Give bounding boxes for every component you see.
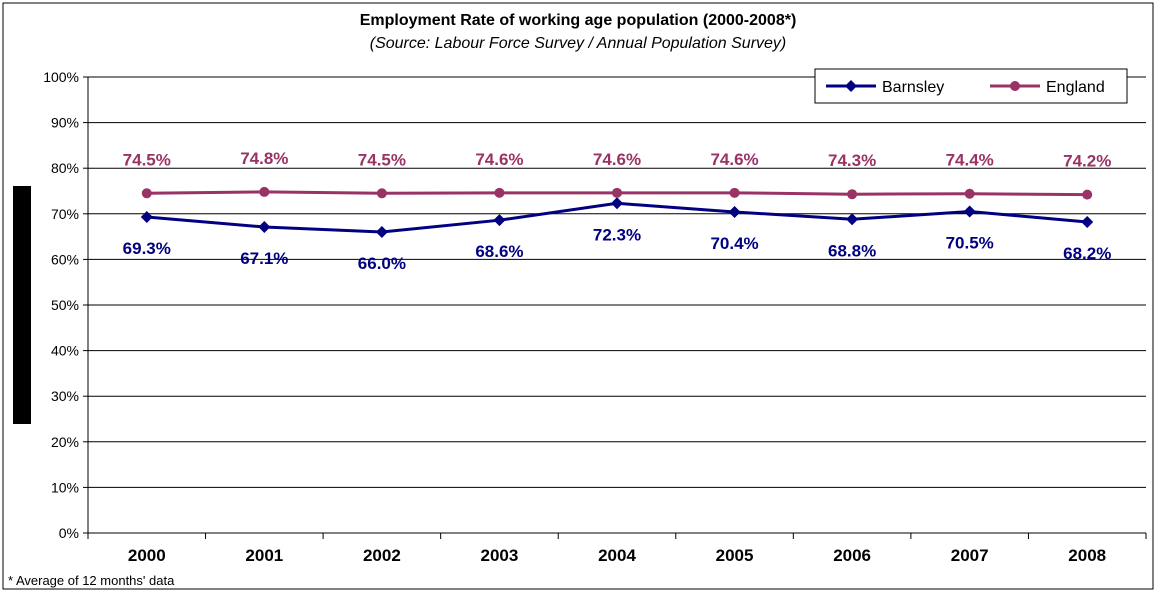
data-label-england: 74.5% [123, 150, 171, 169]
y-tick-label: 70% [51, 206, 79, 222]
data-point-barnsley [728, 205, 741, 218]
data-label-barnsley: 70.5% [946, 234, 994, 253]
data-point-england [612, 187, 622, 198]
data-label-england: 74.3% [828, 151, 876, 170]
legend-label-england: England [1046, 79, 1105, 96]
data-point-england [729, 187, 740, 198]
y-tick-label: 90% [51, 115, 79, 131]
data-label-barnsley: 67.1% [240, 249, 288, 268]
data-label-barnsley: 68.8% [828, 241, 876, 260]
data-point-barnsley [846, 213, 859, 226]
y-tick-label: 20% [51, 434, 79, 450]
y-tick-label: 50% [51, 297, 79, 313]
data-point-barnsley [258, 221, 271, 234]
data-point-barnsley [493, 214, 506, 227]
data-label-barnsley: 68.6% [475, 242, 523, 261]
x-tick-label: 2004 [598, 546, 636, 565]
gridlines [87, 76, 1146, 534]
data-label-barnsley: 70.4% [710, 234, 758, 253]
y-tick-label: 100% [43, 69, 79, 85]
data-label-england: 74.4% [946, 151, 994, 170]
data-point-england [964, 188, 975, 199]
data-point-barnsley [963, 205, 976, 218]
legend-label-barnsley: Barnsley [882, 79, 944, 96]
legend: Barnsley England [814, 68, 1128, 104]
series [140, 186, 1094, 239]
data-point-england [376, 188, 387, 199]
y-tick-label: 10% [51, 479, 79, 495]
y-tick-label: 60% [51, 251, 79, 267]
data-label-england: 74.5% [358, 150, 406, 169]
chart-subtitle: (Source: Labour Force Survey / Annual Po… [370, 35, 787, 52]
data-label-england: 74.6% [475, 150, 523, 169]
data-label-england: 74.8% [240, 149, 288, 168]
y-tick-label: 30% [51, 388, 79, 404]
y-axis-ticks: 0% 10% 20% 30% 40% 50% 60% 70% 80% 90% 100% [43, 69, 88, 541]
data-point-barnsley [1081, 216, 1094, 229]
x-tick-label: 2000 [128, 546, 166, 565]
data-point-england [141, 188, 152, 199]
data-label-england: 74.6% [710, 150, 758, 169]
data-point-barnsley [375, 226, 388, 239]
legend-marker-england [1010, 81, 1020, 91]
x-tick-label: 2006 [833, 546, 871, 565]
data-label-barnsley: 69.3% [123, 239, 171, 258]
x-tick-label: 2003 [481, 546, 519, 565]
data-label-barnsley: 66.0% [358, 254, 406, 273]
x-tick-label: 2008 [1068, 546, 1106, 565]
y-tick-label: 80% [51, 160, 79, 176]
data-point-england [847, 189, 858, 200]
data-labels: 69.3% 67.1% 66.0% 68.6% 72.3% 70.4% 68.8% 70.5%… [123, 149, 1112, 273]
y-tick-label: 0% [59, 525, 79, 541]
legend-marker-barnsley [845, 80, 857, 92]
data-point-barnsley [611, 197, 623, 210]
data-label-barnsley: 72.3% [593, 225, 641, 244]
side-bar [13, 186, 31, 424]
x-tick-label: 2002 [363, 546, 401, 565]
data-point-england [259, 186, 270, 197]
footnote: * Average of 12 months' data [8, 573, 175, 588]
x-tick-label: 2007 [951, 546, 989, 565]
x-tick-label: 2005 [716, 546, 754, 565]
data-label-england: 74.6% [593, 150, 641, 169]
data-label-england: 74.2% [1063, 152, 1111, 171]
x-tick-label: 2001 [245, 546, 283, 565]
data-point-england [494, 187, 505, 198]
data-label-barnsley: 68.2% [1063, 244, 1111, 263]
x-axis-ticks: 2000 2001 2002 2003 2004 2005 2006 2007 2008 [87, 533, 1147, 565]
data-point-england [1082, 189, 1093, 200]
data-point-barnsley [140, 210, 153, 223]
y-tick-label: 40% [51, 343, 79, 359]
chart-title: Employment Rate of working age populatio… [360, 12, 797, 29]
